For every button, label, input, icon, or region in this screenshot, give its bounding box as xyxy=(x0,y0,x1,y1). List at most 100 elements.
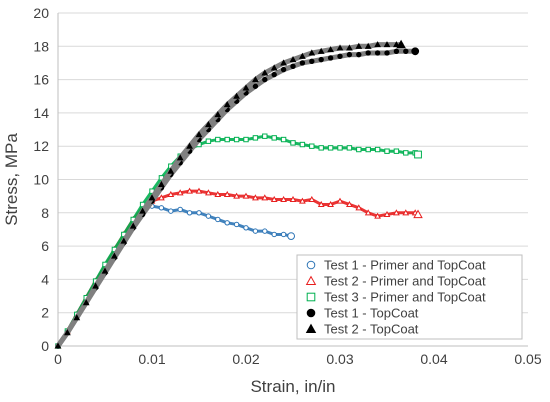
data-point xyxy=(73,314,81,321)
data-point xyxy=(402,209,410,216)
x-tick-label: 0.02 xyxy=(232,351,259,367)
data-point xyxy=(205,213,212,219)
y-tick-label: 4 xyxy=(41,271,49,287)
data-point xyxy=(261,69,269,76)
data-point xyxy=(252,76,259,83)
series-1 xyxy=(55,203,296,349)
data-point xyxy=(355,204,363,211)
data-point xyxy=(111,252,118,259)
data-point xyxy=(223,101,231,108)
axes xyxy=(57,13,528,347)
data-point xyxy=(289,56,297,63)
data-point xyxy=(205,138,212,144)
data-point xyxy=(374,146,381,153)
data-point xyxy=(205,120,212,128)
data-point xyxy=(287,232,296,241)
y-tick-label: 14 xyxy=(33,105,49,121)
legend-label: Test 1 - Primer and TopCoat xyxy=(324,258,486,273)
data-point xyxy=(261,194,269,201)
data-point xyxy=(233,136,240,143)
data-point xyxy=(176,189,184,196)
data-point xyxy=(262,76,268,83)
y-tick-label: 2 xyxy=(41,305,49,321)
data-point xyxy=(224,136,230,143)
data-point xyxy=(252,228,259,234)
data-point xyxy=(271,231,277,238)
data-point xyxy=(271,71,277,78)
x-tick-label: 0.05 xyxy=(514,351,541,367)
data-point xyxy=(101,267,109,274)
data-point xyxy=(252,135,259,141)
data-point xyxy=(92,282,99,289)
legend-marker xyxy=(306,292,316,302)
data-point xyxy=(318,56,324,63)
data-point xyxy=(299,197,306,204)
data-point xyxy=(214,190,222,198)
data-point xyxy=(374,212,381,219)
data-point xyxy=(403,150,409,156)
data-point xyxy=(280,66,287,73)
data-point xyxy=(242,84,250,91)
data-point xyxy=(393,41,400,48)
data-point xyxy=(346,145,353,151)
data-point xyxy=(129,222,137,229)
data-point xyxy=(82,299,90,306)
data-point xyxy=(270,64,278,71)
data-point xyxy=(309,58,315,64)
data-point xyxy=(346,51,353,58)
y-tick-label: 6 xyxy=(41,238,49,254)
data-point xyxy=(383,210,391,217)
legend-marker xyxy=(306,308,316,318)
data-point xyxy=(299,60,306,66)
data-point xyxy=(413,209,423,219)
data-point xyxy=(308,195,316,203)
legend-marker xyxy=(306,260,316,270)
data-point xyxy=(262,133,268,139)
data-point xyxy=(289,195,297,203)
legend-marker xyxy=(305,323,317,333)
data-point xyxy=(383,41,391,48)
data-point xyxy=(195,187,203,194)
y-tick-label: 8 xyxy=(41,205,49,221)
data-point xyxy=(167,167,175,174)
legend-label: Test 3 - Primer and TopCoat xyxy=(324,290,486,305)
legend-label: Test 2 - TopCoat xyxy=(324,322,419,337)
data-point xyxy=(205,189,212,196)
data-point xyxy=(346,200,353,207)
data-point xyxy=(168,208,174,214)
series-5 xyxy=(54,39,406,349)
data-point xyxy=(280,231,287,238)
data-point xyxy=(120,237,128,244)
legend-item: Test 2 - Primer and TopCoat xyxy=(305,274,486,289)
data-point xyxy=(186,142,193,149)
data-point xyxy=(393,209,400,216)
data-point xyxy=(54,342,62,349)
data-point xyxy=(336,197,344,204)
data-point xyxy=(215,136,221,143)
data-point xyxy=(186,187,193,194)
data-point xyxy=(167,190,175,198)
data-point xyxy=(233,192,240,199)
x-axis-title: Strain, in/in xyxy=(250,377,335,396)
data-point xyxy=(186,210,193,216)
data-point xyxy=(233,92,240,99)
data-point xyxy=(299,52,306,59)
data-point xyxy=(317,200,325,207)
y-tick-label: 0 xyxy=(41,338,49,354)
data-point xyxy=(214,111,222,118)
data-point xyxy=(356,51,362,58)
legend-item: Test 1 - Primer and TopCoat xyxy=(306,258,486,273)
data-point xyxy=(317,47,325,54)
legend-label: Test 2 - Primer and TopCoat xyxy=(324,274,486,289)
data-point xyxy=(374,50,381,56)
data-point xyxy=(318,145,324,151)
x-tick-labels: 0 0.01 0.02 0.03 0.04 0.05 xyxy=(54,351,542,367)
y-tick-labels: 0 2 4 6 8 10 12 14 16 18 20 xyxy=(33,5,49,354)
data-point xyxy=(177,206,183,213)
legend-label: Test 1 - TopCoat xyxy=(324,306,419,321)
data-point xyxy=(308,49,316,56)
y-tick-label: 12 xyxy=(33,138,49,154)
data-point xyxy=(364,209,372,216)
data-point xyxy=(336,44,344,51)
data-point xyxy=(299,141,306,148)
